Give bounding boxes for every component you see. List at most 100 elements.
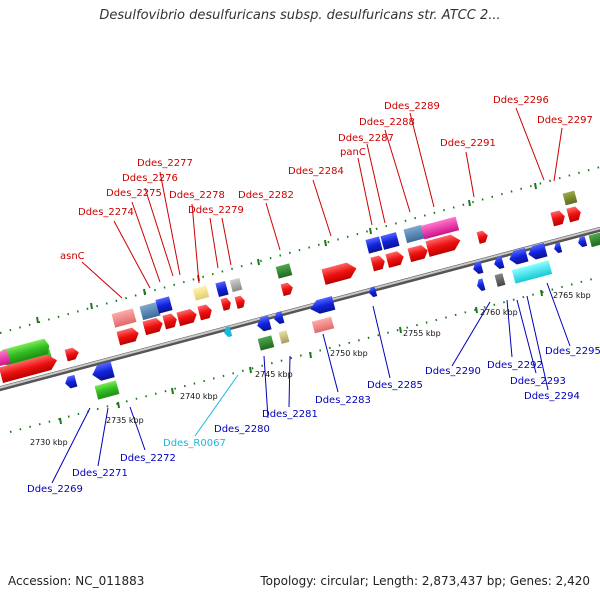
gene-blue-2271[interactable]	[90, 361, 115, 383]
gene-red-2296[interactable]	[550, 209, 566, 227]
upper-tick-marks	[36, 182, 537, 324]
gene-red-panC[interactable]	[370, 254, 386, 272]
kbp-label: 2740 kbp	[180, 392, 218, 401]
gene-dkgreen-2280[interactable]	[257, 335, 275, 351]
gene-red-2284[interactable]	[321, 261, 358, 285]
gene-pink-2283[interactable]	[311, 316, 335, 334]
gene-label[interactable]: Ddes_2289	[384, 101, 440, 112]
gene-blue-2287[interactable]	[380, 232, 400, 250]
gene-red-2289[interactable]	[425, 233, 462, 257]
gene-label[interactable]: Ddes_2276	[122, 173, 178, 184]
gene-label[interactable]: Ddes_2278	[169, 190, 225, 201]
gene-red-2291[interactable]	[476, 230, 490, 244]
gene-label[interactable]: asnC	[60, 251, 85, 262]
gene-label[interactable]: Ddes_2272	[120, 453, 176, 464]
gene-red-2278[interactable]	[197, 303, 213, 321]
gene-label[interactable]: Ddes_2292	[487, 360, 543, 371]
gene-red-2274[interactable]	[116, 326, 141, 346]
gene-red-2287[interactable]	[385, 250, 405, 268]
gene-label[interactable]: Ddes_2287	[338, 133, 394, 144]
gene-blue-2294[interactable]	[526, 242, 548, 261]
gene-label[interactable]: Ddes_2296	[493, 95, 549, 106]
gene-2268-green[interactable]	[1, 338, 52, 366]
kbp-label: 2750 kbp	[330, 349, 368, 358]
gene-pink-2274[interactable]	[111, 308, 137, 328]
gene-red-2279a[interactable]	[220, 297, 233, 311]
gene-red-left[interactable]	[0, 353, 59, 383]
gene-red-2297[interactable]	[566, 205, 582, 223]
kbp-label: 2765 kbp	[553, 291, 591, 300]
gene-gray-2279[interactable]	[229, 277, 243, 293]
gene-magenta-2289[interactable]	[420, 216, 460, 240]
gene-dkgreen-right[interactable]	[588, 232, 600, 248]
gene-steel-2288[interactable]	[403, 224, 425, 244]
kbp-label: 2745 kbp	[255, 370, 293, 379]
gene-blue-2283[interactable]	[309, 296, 336, 316]
gene-blue-2293[interactable]	[507, 247, 529, 266]
gene-yellow-2278[interactable]	[192, 285, 210, 301]
gene-blue-2292a[interactable]	[493, 256, 505, 270]
gene-label[interactable]: Ddes_2281	[262, 409, 318, 420]
gene-red-2277[interactable]	[176, 308, 198, 327]
gene-blue-panC[interactable]	[365, 236, 383, 254]
gene-olive-2296[interactable]	[562, 190, 578, 206]
gene-label[interactable]: Ddes_2279	[188, 205, 244, 216]
gene-blue-2280a[interactable]	[255, 315, 272, 333]
gene-blue-2290b[interactable]	[476, 278, 486, 292]
rna-leader-line	[194, 374, 239, 437]
gene-steel-2275[interactable]	[139, 301, 161, 321]
gene-label[interactable]: Ddes_2285	[367, 380, 423, 391]
genome-summary-text: Topology: circular; Length: 2,873,437 bp…	[260, 574, 590, 588]
gene-label[interactable]: Ddes_2290	[425, 366, 481, 377]
lower-gene-labels: Ddes_2269 Ddes_2271 Ddes_2272 Ddes_R0067…	[27, 346, 600, 495]
gene-label[interactable]: Ddes_2269	[27, 484, 83, 495]
gene-label[interactable]: Ddes_2297	[537, 115, 593, 126]
gene-blue-2285[interactable]	[368, 286, 378, 298]
gene-red-2276[interactable]	[162, 312, 178, 330]
gene-label[interactable]: Ddes_2282	[238, 190, 294, 201]
gene-label[interactable]: Ddes_2280	[214, 424, 270, 435]
kbp-label: 2730 kbp	[30, 438, 68, 447]
gene-label[interactable]: Ddes_2283	[315, 395, 371, 406]
gene-blue-2290a[interactable]	[472, 261, 484, 275]
gene-tan-2281[interactable]	[278, 330, 290, 344]
lower-tick-marks	[59, 289, 543, 425]
gene-cyan-2294[interactable]	[511, 260, 553, 284]
gene-blue-2269[interactable]	[64, 374, 78, 389]
gene-cyan-R0067[interactable]	[223, 326, 233, 338]
gene-label[interactable]: panC	[340, 147, 366, 158]
gene-label[interactable]: Ddes_2294	[524, 391, 580, 402]
upper-leader-lines	[81, 107, 563, 299]
gene-red-small-1[interactable]	[64, 346, 81, 362]
gene-label[interactable]: Ddes_2275	[106, 188, 162, 199]
gene-blue-2279[interactable]	[215, 280, 229, 298]
gene-label[interactable]: Ddes_2291	[440, 138, 496, 149]
gene-blue-2276[interactable]	[155, 296, 173, 314]
gene-blue-right[interactable]	[577, 236, 588, 248]
gene-label[interactable]: Ddes_2274	[78, 207, 134, 218]
gene-magenta-left[interactable]	[0, 349, 11, 367]
gene-label[interactable]: Ddes_2277	[137, 158, 193, 169]
gene-label[interactable]: Ddes_2288	[359, 117, 415, 128]
upper-dotted-track	[0, 166, 600, 334]
gene-label[interactable]: Ddes_R0067	[163, 438, 226, 449]
map-title: Desulfovibrio desulfuricans subsp. desul…	[99, 8, 501, 23]
gene-label[interactable]: Ddes_2271	[72, 468, 128, 479]
gene-red-2282[interactable]	[280, 282, 295, 297]
gene-blue-2280b[interactable]	[273, 311, 285, 325]
accession-text: Accession: NC_011883	[8, 574, 145, 588]
gene-dkgreen-2282[interactable]	[275, 263, 293, 279]
gene-dkgray-2292[interactable]	[494, 273, 506, 287]
gene-label[interactable]: Ddes_2284	[288, 166, 344, 177]
gene-blue-2295[interactable]	[553, 242, 563, 254]
gene-label[interactable]: Ddes_2295	[545, 346, 600, 357]
gene-label[interactable]: Ddes_2293	[510, 376, 566, 387]
kbp-label: 2735 kbp	[106, 416, 144, 425]
gene-red-2279b[interactable]	[234, 295, 247, 309]
gene-red-2288[interactable]	[407, 244, 429, 263]
kbp-label: 2760 kbp	[480, 308, 518, 317]
gene-green-2272[interactable]	[94, 380, 120, 400]
gene-red-2275[interactable]	[142, 317, 164, 336]
chromosome-backbone-highlight	[0, 227, 600, 389]
